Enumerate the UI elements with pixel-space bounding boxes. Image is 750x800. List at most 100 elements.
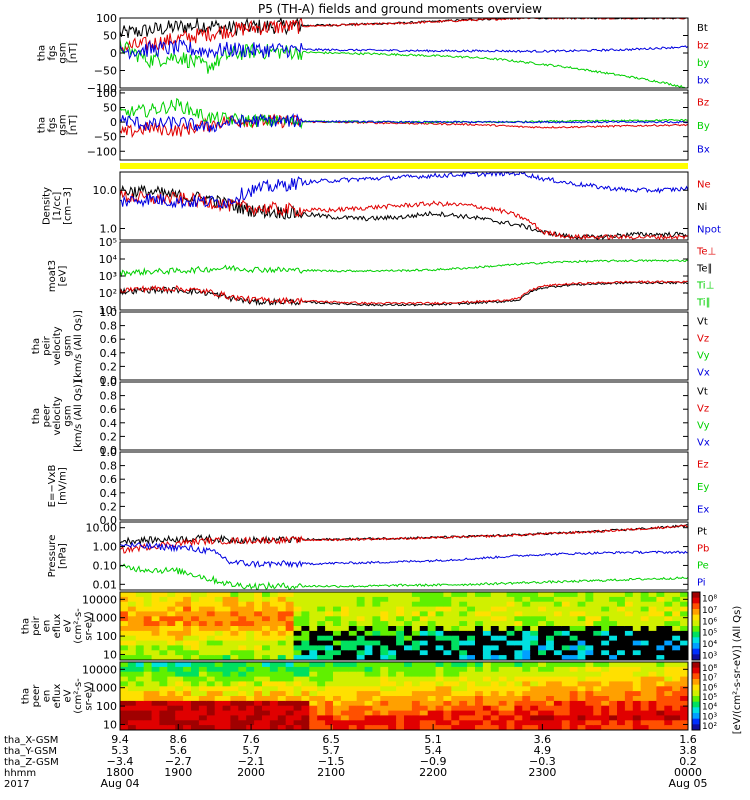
peir_eflux-cell bbox=[419, 592, 429, 598]
peer_eflux-cell bbox=[427, 710, 437, 717]
peir_eflux-cell bbox=[490, 606, 500, 613]
peir_eflux-cell bbox=[411, 621, 421, 627]
peir_eflux-cell bbox=[293, 650, 303, 656]
peer_eflux-cell bbox=[198, 720, 208, 726]
peir_eflux-cell bbox=[411, 650, 421, 656]
peir_eflux-cell bbox=[648, 630, 658, 637]
peir_eflux-cell bbox=[167, 650, 176, 656]
peir_eflux-cell bbox=[419, 626, 429, 632]
series-temperature-Te∥ bbox=[120, 280, 688, 307]
peir_eflux-cell bbox=[522, 650, 531, 656]
peir_eflux-cell bbox=[246, 616, 255, 622]
peir_eflux-cell bbox=[553, 621, 563, 627]
peir_eflux-cell bbox=[538, 626, 547, 632]
peir_eflux-cell bbox=[664, 635, 673, 642]
peer_eflux-cell bbox=[135, 715, 145, 721]
peir_eflux-cell bbox=[238, 592, 247, 598]
peer_eflux-cell bbox=[506, 676, 516, 683]
peir_eflux-cell bbox=[569, 650, 579, 656]
peer_eflux-cell bbox=[538, 666, 547, 673]
peer_eflux-cell bbox=[490, 671, 500, 678]
peer_eflux-cell bbox=[135, 681, 145, 687]
peir_eflux-cell bbox=[285, 616, 295, 622]
peir_eflux-cell bbox=[640, 601, 650, 608]
peir_eflux-cell bbox=[498, 640, 508, 647]
peer_eflux-cell bbox=[356, 681, 366, 687]
peir_eflux-cell bbox=[285, 655, 295, 660]
pressure-ylabel: [nPa] bbox=[57, 543, 68, 569]
peer_eflux-cell bbox=[443, 710, 452, 717]
peer_eflux-cell bbox=[380, 715, 389, 721]
peer_eflux-cell bbox=[222, 700, 232, 707]
peir_eflux-cell bbox=[246, 640, 255, 647]
peer_eflux-cell bbox=[214, 715, 224, 721]
peir_eflux-cell bbox=[609, 630, 618, 637]
peer_eflux-cell bbox=[427, 705, 437, 712]
peer_eflux-cell bbox=[364, 686, 374, 692]
peir_eflux-cell bbox=[640, 611, 650, 617]
peir_eflux-cell bbox=[530, 630, 539, 637]
peer_eflux-cell bbox=[506, 715, 516, 721]
peir_eflux-cell bbox=[396, 630, 405, 637]
legend-fgs_dsl-Bz: Bz bbox=[697, 98, 709, 109]
peer_eflux-cell bbox=[672, 696, 681, 702]
series-temperature-Ti⊥ bbox=[120, 259, 688, 278]
peir_eflux-cell bbox=[680, 601, 688, 608]
peir_eflux-cell bbox=[246, 630, 255, 637]
peir_eflux-cell bbox=[569, 626, 579, 632]
x-tick-label: 5.4 bbox=[424, 744, 442, 757]
peir_eflux-cell bbox=[301, 611, 310, 617]
peir_eflux-cell bbox=[198, 611, 208, 617]
peer_eflux-cell bbox=[151, 676, 161, 683]
peir_eflux-cell bbox=[380, 655, 389, 660]
peir_eflux-cell bbox=[230, 630, 239, 637]
peer_eflux-cell bbox=[672, 725, 681, 730]
peer_eflux-cell bbox=[120, 686, 129, 692]
peir_eflux-cell bbox=[561, 596, 571, 603]
peer_eflux-cell bbox=[262, 715, 271, 721]
peir_eflux-cell bbox=[546, 592, 555, 598]
peir_eflux-cell bbox=[364, 596, 374, 603]
peer_eflux-cell bbox=[624, 705, 634, 712]
peer_eflux-cell bbox=[664, 705, 673, 712]
peer_eflux-cell bbox=[143, 671, 153, 678]
peir_eflux-cell bbox=[419, 640, 429, 647]
peer_eflux-cell bbox=[585, 720, 594, 726]
peir_eflux-cell bbox=[419, 655, 429, 660]
peir_eflux-cell bbox=[380, 611, 389, 617]
peer_eflux-cell bbox=[522, 671, 531, 678]
peer_eflux-cell bbox=[617, 686, 626, 692]
peer_eflux-cell bbox=[143, 720, 153, 726]
peer_eflux-cell bbox=[254, 676, 263, 683]
peer_eflux-cell bbox=[569, 710, 579, 717]
peer_eflux-cell bbox=[482, 681, 492, 687]
peer_eflux-cell bbox=[301, 662, 310, 668]
peer_eflux-cell bbox=[609, 710, 618, 717]
peer_eflux-cell bbox=[120, 720, 129, 726]
peir_eflux-cell bbox=[482, 596, 492, 603]
peir_eflux-cell bbox=[601, 650, 610, 656]
peir_eflux-cell bbox=[617, 650, 626, 656]
peir_eflux-cell bbox=[325, 611, 334, 617]
peer_eflux-cell bbox=[546, 700, 555, 707]
peer_eflux-cell bbox=[411, 725, 421, 730]
fgs-ylabel: [nT] bbox=[68, 43, 79, 63]
peir_eflux-cell bbox=[585, 616, 594, 622]
peir_eflux-cell bbox=[561, 611, 571, 617]
peer_eflux-ytick-label: 100 bbox=[96, 700, 117, 713]
peir_eflux-cell bbox=[617, 655, 626, 660]
x-tick-label: 7.6 bbox=[242, 733, 260, 746]
peir_eflux-cell bbox=[656, 640, 665, 647]
peer_eflux-cell bbox=[183, 725, 192, 730]
peer_eflux-cell bbox=[396, 696, 405, 702]
peer_eflux-cell bbox=[151, 705, 161, 712]
peir_eflux-cell bbox=[419, 616, 429, 622]
peer_eflux-cell bbox=[277, 705, 287, 712]
peir_eflux-cell bbox=[285, 611, 295, 617]
peer_eflux-cell bbox=[206, 676, 216, 683]
peir_eflux-cell bbox=[309, 640, 318, 647]
peer_eflux-cell bbox=[151, 671, 161, 678]
colorbar-tick-label: 10³ bbox=[702, 651, 717, 661]
peir_eflux-cell bbox=[585, 626, 594, 632]
